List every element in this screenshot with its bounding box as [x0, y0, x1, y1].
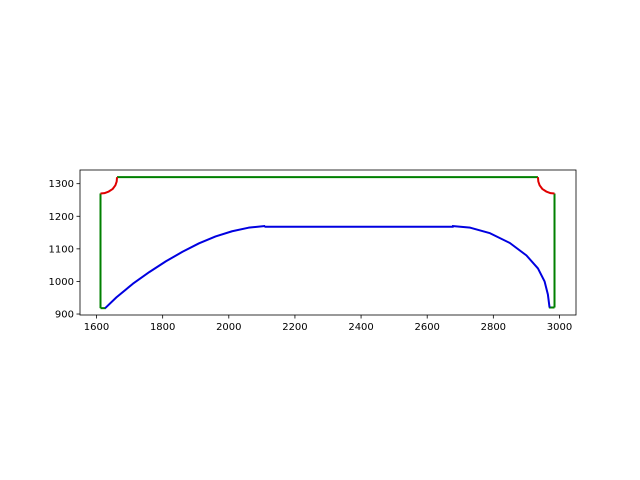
x-axis: 1600 1800 2000 2200 2400 2600 2800 3000 [84, 315, 572, 333]
x-tick-label: 2400 [348, 322, 373, 333]
y-tick-label: 900 [55, 310, 74, 321]
x-tick-label: 1800 [150, 322, 175, 333]
y-axis: 900 1000 1100 1200 1300 [49, 179, 80, 321]
x-tick-label: 3000 [547, 322, 572, 333]
x-tick-label: 2600 [414, 322, 439, 333]
y-tick-label: 1100 [49, 244, 74, 255]
series-2-segment-2 [451, 225, 551, 308]
series-1-segment-1 [536, 177, 555, 195]
x-tick-label: 2200 [282, 322, 307, 333]
plot-area [80, 170, 576, 315]
y-tick-label: 1000 [49, 277, 74, 288]
y-tick-label: 1200 [49, 212, 74, 223]
y-tick-label: 1300 [49, 179, 74, 190]
series-2-segment-0 [104, 225, 266, 309]
x-tick-label: 2000 [216, 322, 241, 333]
series-1-segment-0 [100, 177, 119, 195]
x-tick-label: 2800 [481, 322, 506, 333]
series-lines [99, 176, 556, 310]
x-tick-label: 1600 [84, 322, 109, 333]
axes-frame [79, 169, 577, 316]
